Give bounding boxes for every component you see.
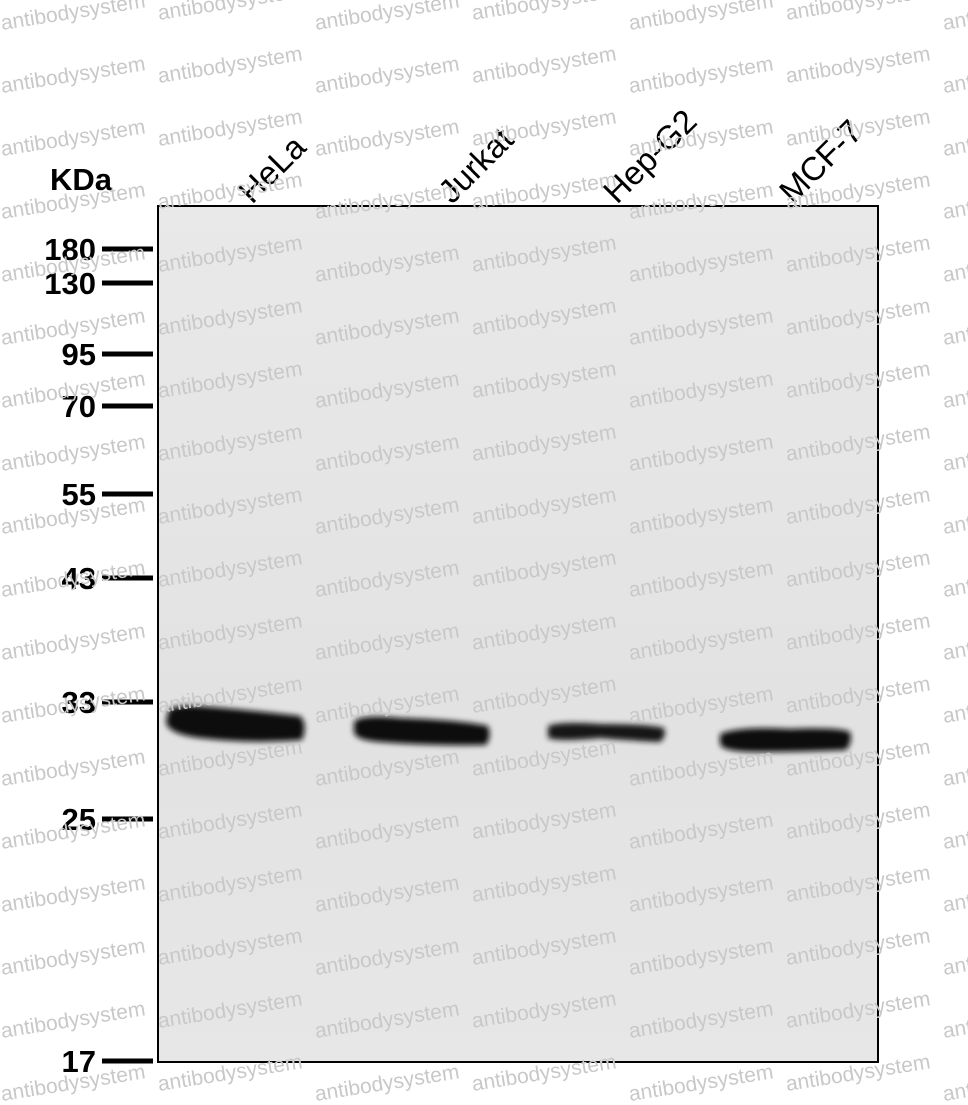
watermark: antibodysystem <box>156 0 304 25</box>
watermark: antibodysystem <box>0 619 147 665</box>
watermark: antibodysystem <box>0 115 147 161</box>
watermark: antibodysystem <box>627 1060 775 1105</box>
watermark: antibodysystem <box>941 367 968 413</box>
marker-label: 25 <box>62 802 96 837</box>
watermark: antibodysystem <box>627 0 775 35</box>
watermark: antibodysystem <box>784 0 932 25</box>
blot-membrane <box>157 205 879 1063</box>
watermark: antibodysystem <box>0 430 147 476</box>
watermark: antibodysystem <box>941 556 968 602</box>
watermark: antibodysystem <box>313 52 461 98</box>
watermark: antibodysystem <box>0 745 147 791</box>
watermark: antibodysystem <box>156 42 304 88</box>
marker-label: 55 <box>62 477 96 512</box>
watermark: antibodysystem <box>627 52 775 98</box>
marker-label: 95 <box>62 337 96 372</box>
watermark: antibodysystem <box>941 808 968 854</box>
watermark: antibodysystem <box>941 682 968 728</box>
watermark: antibodysystem <box>627 115 775 161</box>
watermark: antibodysystem <box>941 871 968 917</box>
watermark: antibodysystem <box>784 42 932 88</box>
watermark: antibodysystem <box>941 430 968 476</box>
watermark: antibodysystem <box>941 934 968 980</box>
watermark: antibodysystem <box>0 934 147 980</box>
watermark: antibodysystem <box>0 997 147 1043</box>
watermark: antibodysystem <box>941 745 968 791</box>
watermark: antibodysystem <box>941 619 968 665</box>
watermark: antibodysystem <box>313 0 461 35</box>
watermark: antibodysystem <box>470 0 618 25</box>
watermark: antibodysystem <box>0 0 147 35</box>
marker-label: 33 <box>62 685 96 720</box>
watermark: antibodysystem <box>0 52 147 98</box>
watermark: antibodysystem <box>313 1060 461 1105</box>
unit-label: KDa <box>50 162 113 197</box>
marker-label: 17 <box>62 1044 96 1079</box>
watermark: antibodysystem <box>470 105 618 151</box>
band-mcf7 <box>720 728 851 752</box>
watermark: antibodysystem <box>941 178 968 224</box>
watermark: antibodysystem <box>941 1060 968 1105</box>
band-hela <box>166 705 305 742</box>
bands <box>166 705 851 752</box>
marker-label: 43 <box>62 561 96 596</box>
watermark: antibodysystem <box>941 52 968 98</box>
marker-label: 130 <box>44 266 96 301</box>
watermark: antibodysystem <box>941 0 968 35</box>
band-hepg2 <box>548 722 665 742</box>
watermark: antibodysystem <box>941 304 968 350</box>
watermark: antibodysystem <box>0 871 147 917</box>
watermark: antibodysystem <box>941 493 968 539</box>
watermark: antibodysystem <box>470 42 618 88</box>
band-jurkat <box>353 716 490 746</box>
marker-label: 70 <box>62 389 96 424</box>
watermark: antibodysystem <box>941 241 968 287</box>
watermark: antibodysystem <box>941 115 968 161</box>
marker-label: 180 <box>44 232 96 267</box>
watermark: antibodysystem <box>941 997 968 1043</box>
watermark: antibodysystem <box>313 115 461 161</box>
